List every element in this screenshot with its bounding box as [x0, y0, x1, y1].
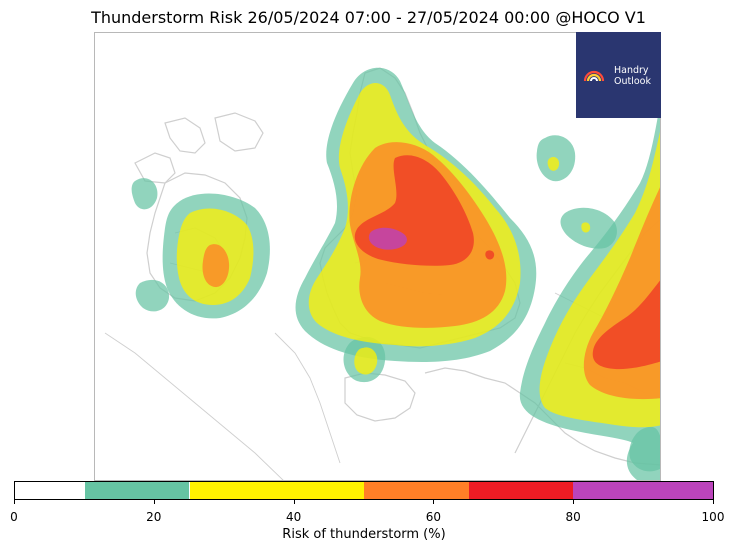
- brand-logo: Handry Outlook: [576, 32, 661, 118]
- colorbar-label: Risk of thunderstorm (%): [282, 527, 446, 542]
- colorbar-segment: [468, 482, 574, 499]
- map-title: Thunderstorm Risk 26/05/2024 07:00 - 27/…: [91, 8, 646, 27]
- colorbar-tick-label: 80: [565, 510, 581, 524]
- colorbar-tick: [293, 500, 295, 504]
- colorbar-segment: [364, 482, 469, 499]
- colorbar-segment: [15, 482, 85, 499]
- map-area: [94, 32, 661, 481]
- colorbar-segment: [84, 482, 190, 499]
- risk-map: [104, 67, 660, 480]
- colorbar: [14, 481, 714, 500]
- colorbar-tick-label: 40: [285, 510, 302, 524]
- colorbar-tick-label: 0: [10, 510, 18, 524]
- colorbar-segment: [573, 482, 713, 499]
- colorbar-tick: [433, 500, 435, 504]
- colorbar-tick: [573, 500, 575, 504]
- colorbar-segment: [189, 482, 364, 499]
- colorbar-tick-label: 100: [701, 510, 725, 524]
- colorbar-tick: [713, 500, 714, 504]
- colorbar-tick: [153, 500, 155, 504]
- colorbar-tick-label: 20: [146, 510, 162, 524]
- logo-text: Handry Outlook: [614, 65, 651, 87]
- colorbar-tick: [14, 500, 15, 504]
- colorbar-tick-label: 60: [425, 510, 442, 524]
- risk-level-80-100: [368, 227, 407, 250]
- rainbow-icon: [583, 70, 605, 82]
- colorbar-ticks: 0 20 40 60 80 100: [10, 500, 724, 530]
